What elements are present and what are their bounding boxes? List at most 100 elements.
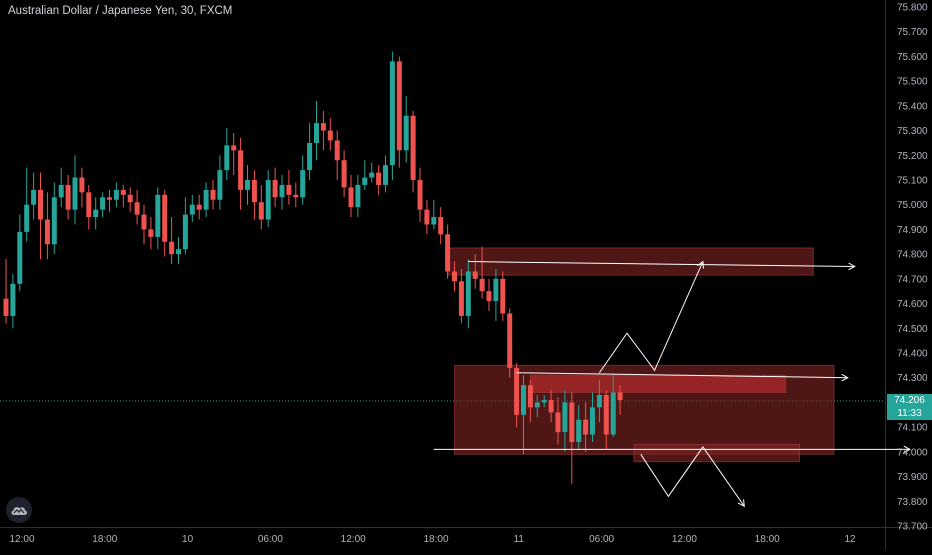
tradingview-cloud-icon[interactable] [6,497,32,523]
time-tick-label: 12:00 [9,534,34,545]
candle-body [258,202,264,220]
candle [341,150,347,198]
zone-rect [529,374,787,394]
candle-body [320,123,326,131]
arrow-head [841,373,849,382]
candle [431,199,437,230]
candle-body [583,419,589,435]
candle-body [376,172,382,185]
candle [17,214,23,292]
candle [148,217,154,250]
candle [93,197,99,230]
candle [44,192,50,260]
price-tick-label: 75.000 [897,200,928,211]
price-tick-label: 75.200 [897,151,928,162]
candle [389,51,395,180]
candle-body [617,392,623,400]
candle-body [369,172,375,178]
candle [376,165,382,195]
time-tick-label: 18:00 [755,534,780,545]
arrow-head [697,260,704,269]
price-tick-label: 75.700 [897,27,928,38]
candle-body [355,184,361,208]
time-tick-label: 11 [514,534,525,545]
price-tick-label: 75.600 [897,52,928,63]
candle-body [534,402,540,408]
candle [231,133,237,176]
candle [403,95,409,163]
candle [10,273,16,329]
projection-arrow [468,261,855,267]
price-tick-label: 74.500 [897,324,928,335]
candle [272,167,278,208]
candle-body [113,189,119,200]
candle-body [576,419,582,442]
candle-body [396,61,402,151]
candle-body [293,194,299,198]
candle [279,175,285,210]
candle-body [134,202,140,215]
time-tick-label: 06:00 [258,534,283,545]
candle-body [86,192,92,218]
candle [500,271,506,321]
candle-body [417,180,423,210]
candle [113,182,119,208]
candle [452,261,457,292]
candle [603,390,609,450]
candle [555,397,561,445]
candle [51,182,57,255]
candle-body [31,189,37,205]
candle-body [72,177,78,210]
candle-body [58,184,64,198]
candle-body [314,123,319,143]
candle-body [265,180,271,220]
candle-body [410,115,416,180]
candle-body [24,204,30,232]
candle [569,392,575,484]
candle-body [176,249,181,255]
time-tick-label: 18:00 [92,534,117,545]
candle-body [383,165,388,185]
candle [610,375,616,438]
candle-body [51,197,57,245]
candle-body [127,194,133,203]
candle [182,197,188,255]
candle-body [438,217,444,235]
candle-body [590,407,595,435]
candle-body [169,241,175,255]
candle [479,246,485,299]
candle-body [458,281,464,316]
candle-body [272,180,278,198]
candle [348,175,354,218]
candle [410,110,416,193]
candle-body [238,150,244,190]
candle [224,128,230,180]
candle-body [65,184,71,210]
candle-body [445,234,451,272]
price-tick-label: 75.400 [897,101,928,112]
candle-body [93,209,99,218]
candle-body [610,392,616,435]
candle-body [362,177,368,185]
candle [293,182,299,208]
axis-labels: 75.800 75.700 75.600 75.500 75.400 75.300 75.2… [9,3,928,546]
candle [327,118,333,151]
candle [258,184,264,230]
candle-body [555,412,561,433]
candle-body [465,271,471,316]
candle [86,184,92,230]
candle [507,308,513,378]
candle [583,402,589,452]
candle-body [182,214,188,250]
candle [31,172,37,220]
candle-body [162,194,168,242]
candle-body [79,177,85,193]
candle-body [521,385,526,415]
candle-body [279,184,285,198]
candle [155,187,161,250]
candle-body [231,145,237,151]
candle [314,100,319,161]
candle [141,204,147,245]
